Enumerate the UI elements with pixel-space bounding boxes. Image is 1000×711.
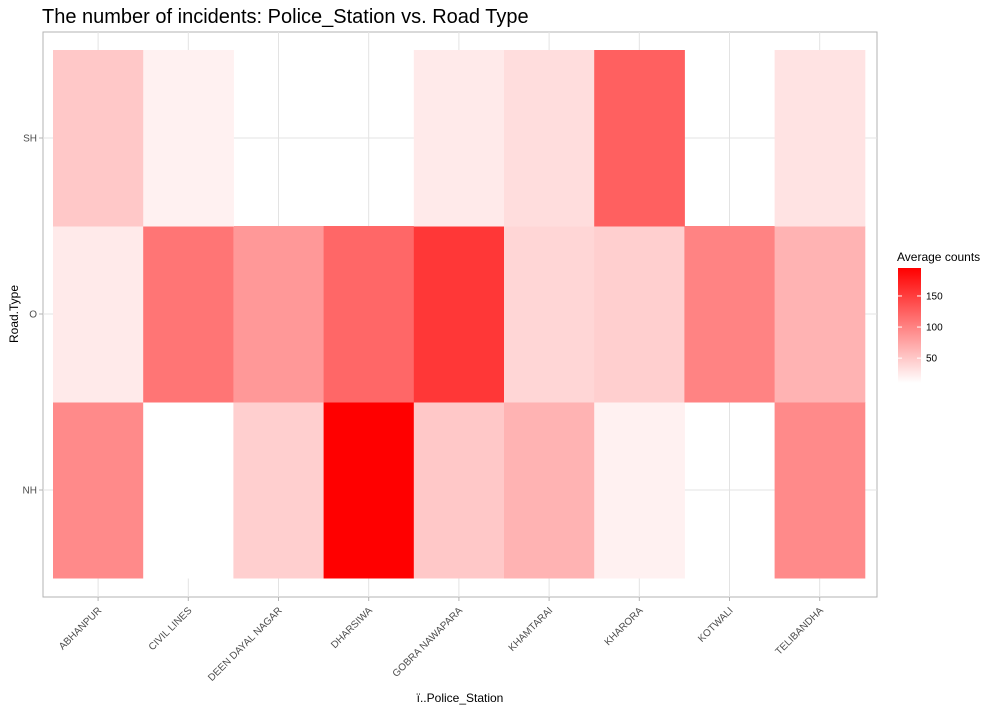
heatmap-cell <box>504 402 595 579</box>
x-tick-label: TELIBANDHA <box>774 605 826 657</box>
chart-title: The number of incidents: Police_Station … <box>42 6 529 28</box>
heatmap-cell <box>53 226 144 403</box>
heatmap-cell <box>594 226 685 403</box>
heatmap-cell <box>774 402 866 579</box>
y-axis-ticks: NH O SH <box>23 134 43 497</box>
heatmap-cell <box>684 226 776 403</box>
x-tick-label: KHAMTARAI <box>507 605 556 654</box>
heatmap-cell <box>323 402 415 579</box>
heatmap-cell <box>233 226 325 403</box>
heatmap-cell <box>53 402 144 579</box>
x-tick-label: GOBRA NAWAPARA <box>391 605 466 680</box>
heatmap-cell <box>774 226 866 403</box>
y-axis-label: Road.Type <box>7 285 21 343</box>
color-legend: Average counts 50 100 150 <box>897 250 980 383</box>
heatmap-cell <box>413 402 505 579</box>
legend-tick-label: 150 <box>926 291 943 302</box>
heatmap-cell <box>594 50 685 227</box>
heatmap-cell <box>594 402 685 579</box>
heatmap-cell <box>53 50 144 227</box>
heatmap-cells <box>53 50 866 579</box>
legend-tick-label: 50 <box>926 354 938 365</box>
heatmap-cell <box>504 226 595 403</box>
heatmap-cell <box>504 50 595 227</box>
legend-colorbar <box>898 268 921 383</box>
x-axis-label: ï..Police_Station <box>417 691 504 705</box>
heatmap-cell <box>143 226 234 403</box>
heatmap-cell <box>233 402 325 579</box>
x-tick-label: KOTWALI <box>696 605 735 644</box>
heatmap-cell <box>413 50 505 227</box>
x-tick-label: DEEN DAYAL NAGAR <box>206 605 284 683</box>
x-tick-label: DHARSIWA <box>329 605 375 651</box>
heatmap-cell <box>143 50 234 227</box>
x-axis-ticks: ABHANPUR CIVIL LINES DEEN DAYAL NAGAR DHARS… <box>57 597 826 684</box>
x-tick-label: ABHANPUR <box>57 605 104 652</box>
legend-title: Average counts <box>897 250 980 264</box>
heatmap-cell <box>143 402 234 579</box>
y-tick-label: O <box>29 310 37 321</box>
heatmap-cell <box>323 226 415 403</box>
x-tick-label: CIVIL LINES <box>147 605 195 653</box>
heatmap-cell <box>413 226 505 403</box>
legend-tick-label: 100 <box>926 323 943 334</box>
heatmap-cell <box>774 50 866 227</box>
y-tick-label: SH <box>23 134 37 145</box>
y-tick-label: NH <box>23 486 37 497</box>
x-tick-label: KHARORA <box>603 605 646 648</box>
legend-ticks: 50 100 150 <box>898 291 943 365</box>
